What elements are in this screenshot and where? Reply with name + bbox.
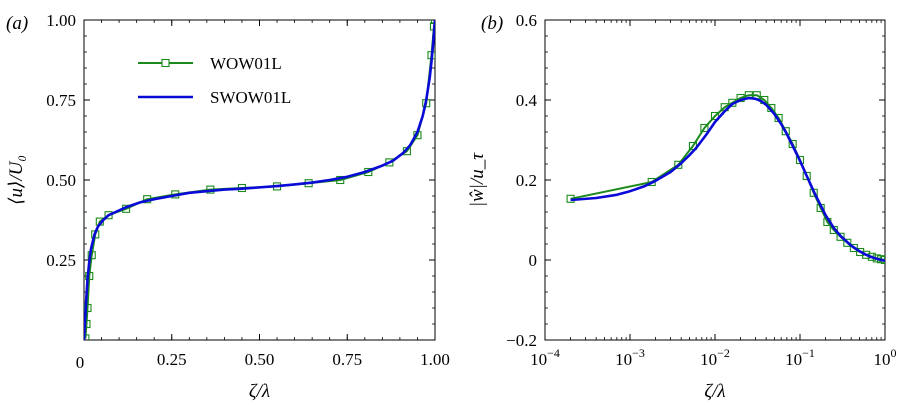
series-marker-wow01l	[84, 319, 91, 329]
x-tick-label-exponent: −2	[717, 346, 730, 360]
legend: WOW01L SWOW01L	[138, 54, 291, 107]
x-tick-label: 10−2	[700, 346, 730, 369]
series-marker-wow01l	[710, 111, 720, 121]
series-marker-wow01l	[385, 158, 394, 167]
x-axis-label: ζ/λ	[249, 381, 270, 402]
x-tick-label: 10−3	[615, 346, 645, 369]
x-tick-label: 1.00	[420, 350, 450, 369]
panel-b: 10−4 10−3 10−2 10−1 100−0.200.20.40.6ζ/λ|ŵ|/…	[467, 11, 897, 402]
x-tick-label: 0.50	[245, 350, 275, 369]
series-marker-wow01l	[862, 250, 871, 259]
panel-a: 0 0.25 0.50 0.75 1.00 0.25 0.50 0.75 1.00 ζ/λ ⟨u⟩/…	[6, 11, 450, 402]
y-tick-label: 1.00	[46, 11, 76, 30]
plot-frame	[544, 19, 886, 341]
x-tick-label-base: 10	[615, 350, 632, 369]
legend-label: SWOW01L	[210, 88, 291, 107]
series-marker-wow01l	[674, 160, 683, 169]
y-axis-label: ⟨u⟩/U₀	[6, 155, 27, 205]
x-tick-label-base: 10	[530, 350, 547, 369]
y-tick-label: 0.50	[46, 171, 76, 190]
series-line-wow01l	[570, 94, 885, 261]
x-tick-label: 10−1	[785, 346, 815, 369]
x-tick-label: 10−4	[530, 346, 560, 369]
y-tick-label: −0.2	[506, 331, 537, 350]
x-tick-label: 0	[76, 353, 85, 372]
x-tick-label-base: 10	[700, 350, 717, 369]
x-tick-label: 100	[874, 346, 897, 369]
series-line-swow01l	[84, 20, 435, 340]
plot-area	[566, 91, 885, 265]
y-tick-label: 0	[529, 251, 538, 270]
y-tick-label: 0.2	[516, 171, 537, 190]
series-marker-wow01l	[836, 232, 845, 241]
series-marker-wow01l	[843, 238, 852, 247]
series-marker-wow01l	[700, 123, 709, 133]
series-marker-wow01l	[84, 303, 92, 313]
y-tick-label: 0.6	[516, 11, 537, 30]
x-tick-label: 0.25	[157, 350, 187, 369]
x-tick-label-exponent: 0	[891, 346, 897, 360]
series-line-swow01l	[570, 96, 885, 263]
y-axis-label: |ŵ|/u_τ	[467, 152, 488, 207]
legend-label: WOW01L	[210, 54, 282, 73]
x-tick-label-base: 10	[874, 350, 891, 369]
x-tick-label-base: 10	[785, 350, 802, 369]
x-tick-label: 0.75	[332, 350, 362, 369]
x-tick-label-exponent: −3	[632, 346, 645, 360]
plot-area	[84, 20, 435, 340]
panel-label: (b)	[481, 13, 503, 34]
x-axis-label: ζ/λ	[704, 381, 725, 402]
x-tick-label-exponent: −4	[547, 346, 560, 360]
x-tick-label-exponent: −1	[802, 346, 815, 360]
series-marker-wow01l	[104, 211, 113, 220]
legend-marker	[161, 58, 170, 68]
y-tick-label: 0.75	[46, 91, 76, 110]
y-tick-label: 0.4	[516, 91, 538, 110]
y-tick-label: 0.25	[46, 251, 76, 270]
series-marker-wow01l	[802, 171, 811, 181]
panel-label: (a)	[6, 13, 28, 34]
